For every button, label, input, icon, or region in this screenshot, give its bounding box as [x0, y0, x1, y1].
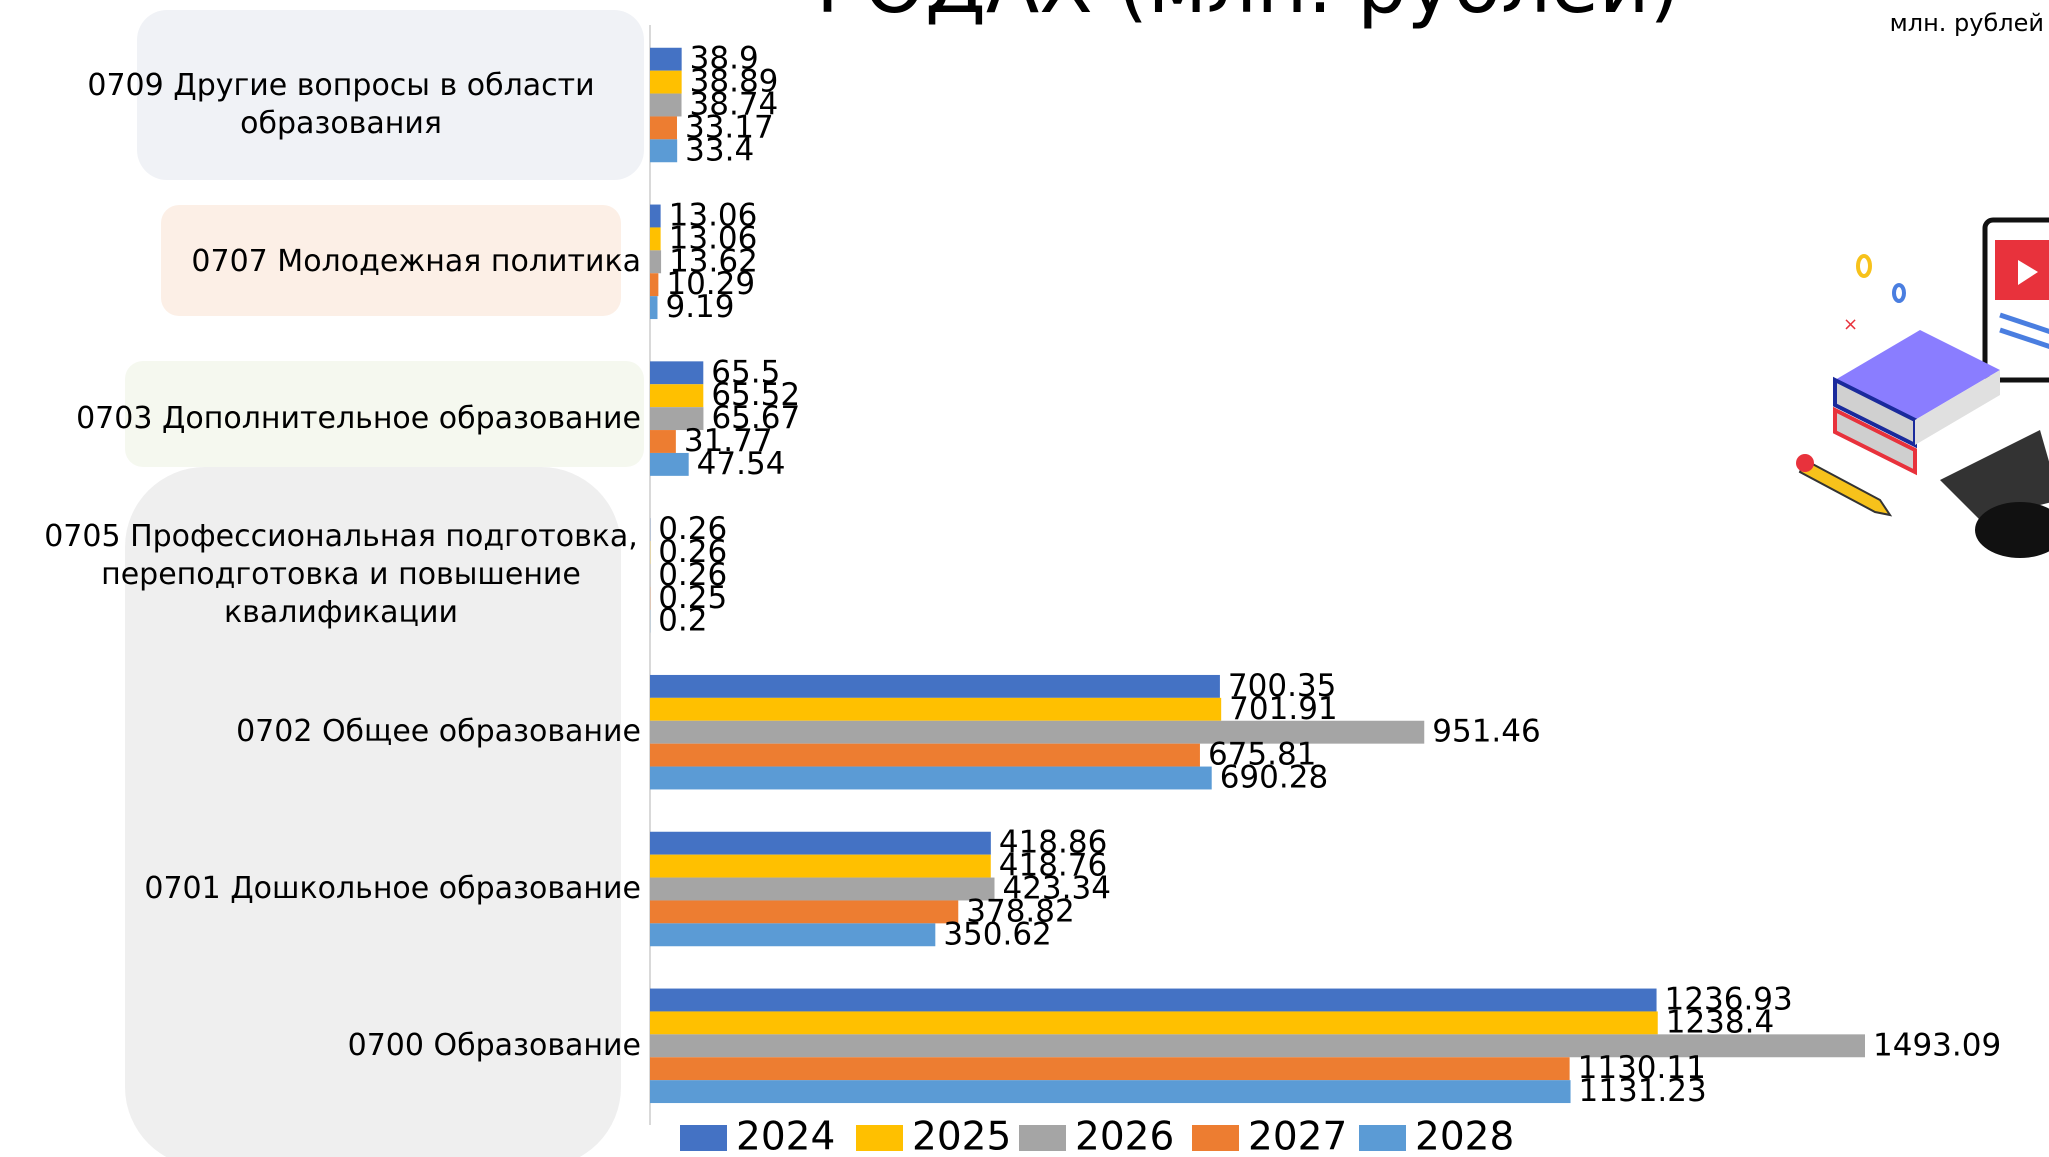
bar [650, 452, 689, 476]
category-label: 0707 Молодежная политика [191, 243, 641, 279]
bar [650, 831, 991, 855]
bar [650, 743, 1200, 767]
category-label: 0700 Образование [347, 1027, 641, 1063]
label-bg [137, 10, 644, 180]
bar [650, 900, 959, 924]
data-label: 1236.93 [1665, 982, 1793, 1018]
data-label: 38.89 [690, 64, 779, 100]
data-label: 951.46 [1432, 714, 1540, 750]
bar [650, 250, 662, 274]
legend-label: 2026 [1075, 1115, 1174, 1157]
chart-title: ГОДАХ (млн. рублей) [816, 0, 1680, 31]
bar [650, 93, 682, 117]
bar [650, 766, 1212, 790]
data-label: 700.35 [1228, 668, 1336, 704]
label-bg [125, 467, 621, 1157]
bar [650, 877, 995, 901]
data-label: 13.62 [669, 243, 758, 279]
data-label: 423.34 [1002, 871, 1110, 907]
data-label: 378.82 [966, 893, 1074, 929]
category-label: 0702 Общее образование [236, 714, 641, 750]
data-label: 0.26 [658, 511, 727, 547]
bar [650, 70, 682, 94]
category-label-box: 0700 Образование [348, 968, 641, 1124]
illustration: × [1796, 217, 2049, 558]
data-label: 38.74 [690, 87, 779, 123]
category-label-box: 0702 Общее образование [236, 654, 641, 810]
data-label: 1130.11 [1578, 1050, 1706, 1086]
data-label: 675.81 [1208, 737, 1316, 773]
legend-label: 2028 [1415, 1115, 1514, 1157]
legend-swatch [1019, 1125, 1066, 1151]
data-label: 350.62 [943, 916, 1051, 952]
bar [650, 697, 1222, 721]
legend-swatch [1359, 1125, 1406, 1151]
data-label: 418.86 [999, 825, 1107, 861]
data-label: 65.67 [711, 400, 800, 436]
data-label: 0.2 [658, 603, 707, 639]
category-label-box: 0701 Дошкольное образование [144, 811, 641, 967]
bar [650, 361, 704, 385]
bar [650, 116, 677, 140]
data-label: 0.26 [658, 534, 727, 570]
category-label: 0709 Другие вопросы в области образовани… [87, 68, 595, 141]
bar [650, 988, 1657, 1012]
bar [650, 1011, 1658, 1035]
data-label: 1131.23 [1579, 1073, 1707, 1109]
bar [650, 923, 936, 947]
bar [650, 674, 1220, 698]
label-bg [161, 205, 621, 316]
bar [650, 139, 678, 163]
bar [650, 407, 704, 431]
unit-label: млн. рублей [1890, 9, 2044, 37]
data-label: 418.76 [999, 848, 1107, 884]
category-label-box: 0709 Другие вопросы в области образовани… [41, 27, 641, 183]
category-label-box: 0705 Профессиональная подготовка, перепо… [41, 497, 641, 653]
data-label: 31.77 [684, 423, 773, 459]
category-label: 0703 Дополнительное образование [76, 400, 641, 436]
data-label: 33.17 [685, 109, 774, 145]
legend-label: 2025 [912, 1115, 1011, 1157]
bar [650, 854, 991, 878]
bar [650, 273, 659, 297]
legend-label: 2027 [1248, 1115, 1347, 1157]
data-label: 10.29 [666, 266, 755, 302]
data-label: 0.26 [658, 557, 727, 593]
bar [650, 1057, 1570, 1081]
bar [650, 1034, 1866, 1058]
label-bg [125, 361, 644, 467]
bar [650, 430, 676, 453]
category-label-box: 0703 Дополнительное образование [76, 341, 641, 497]
data-label: 0.25 [658, 580, 727, 616]
legend-label: 2024 [736, 1115, 835, 1157]
data-label: 1493.09 [1873, 1027, 2001, 1063]
legend-swatch [1192, 1125, 1239, 1151]
bar [650, 720, 1425, 744]
bar [650, 204, 661, 228]
bar [650, 227, 661, 251]
legend-swatch [856, 1125, 903, 1151]
bar [650, 296, 658, 320]
category-label-box: 0707 Молодежная политика [191, 184, 641, 340]
category-label: 0705 Профессиональная подготовка, перепо… [44, 519, 638, 631]
data-label: 690.28 [1220, 760, 1328, 796]
data-label: 9.19 [665, 289, 734, 325]
data-label: 65.52 [711, 377, 800, 413]
category-label: 0701 Дошкольное образование [144, 871, 641, 906]
bar [650, 1080, 1571, 1104]
data-label: 13.06 [669, 220, 758, 256]
data-label: 38.9 [690, 41, 759, 77]
svg-text:×: × [1843, 314, 1858, 335]
data-label: 47.54 [697, 446, 786, 482]
data-label: 13.06 [669, 198, 758, 234]
data-label: 65.5 [711, 354, 780, 390]
bar [650, 384, 704, 408]
legend-swatch [680, 1125, 727, 1151]
data-label: 33.4 [685, 132, 754, 168]
bar [650, 47, 682, 71]
